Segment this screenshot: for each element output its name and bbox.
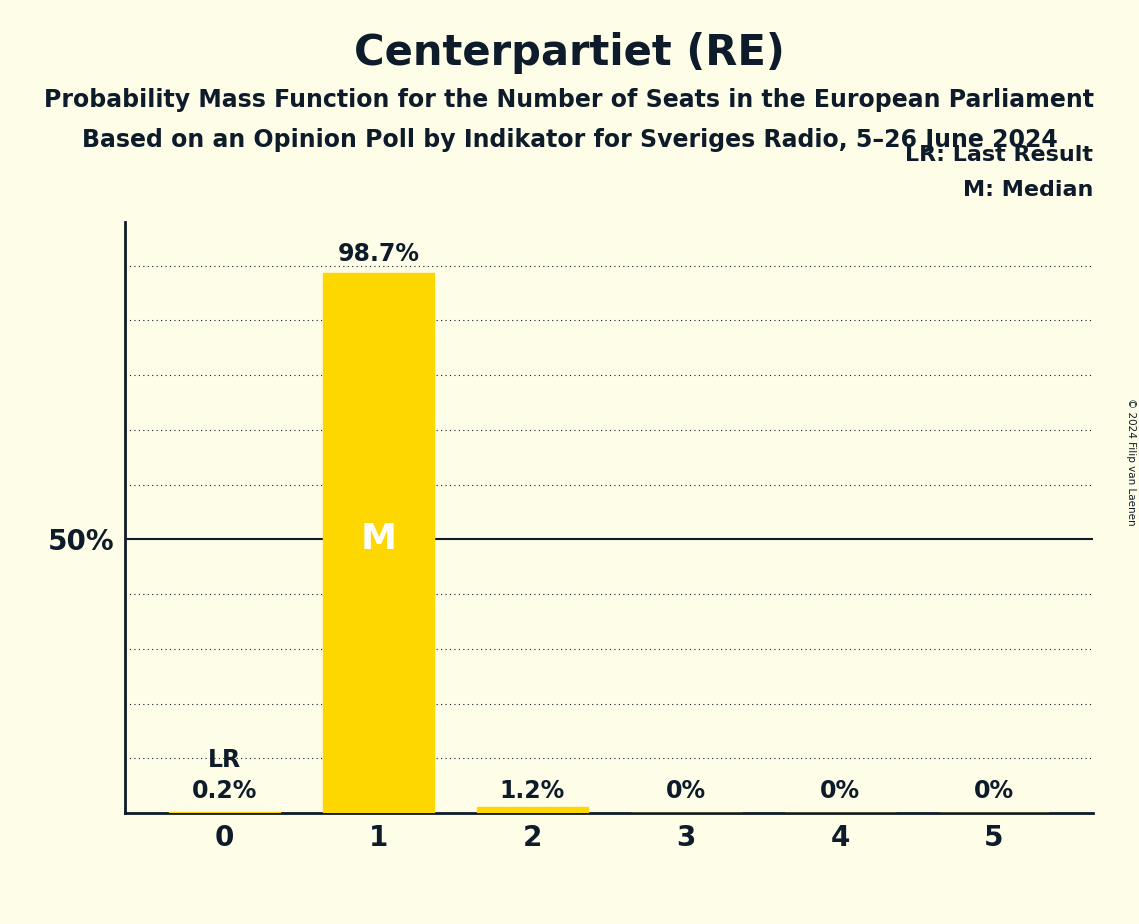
Text: 1.2%: 1.2%: [500, 779, 565, 803]
Text: M: Median: M: Median: [964, 180, 1093, 201]
Text: 0.2%: 0.2%: [192, 779, 257, 803]
Bar: [477, 807, 588, 813]
Text: 0%: 0%: [820, 779, 860, 803]
Text: Probability Mass Function for the Number of Seats in the European Parliament: Probability Mass Function for the Number…: [44, 88, 1095, 112]
Text: LR: Last Result: LR: Last Result: [906, 145, 1093, 164]
Bar: [170, 812, 280, 813]
Text: Centerpartiet (RE): Centerpartiet (RE): [354, 32, 785, 74]
Text: 0%: 0%: [666, 779, 706, 803]
Bar: [323, 273, 434, 813]
Text: M: M: [361, 522, 396, 556]
Text: Based on an Opinion Poll by Indikator for Sveriges Radio, 5–26 June 2024: Based on an Opinion Poll by Indikator fo…: [82, 128, 1057, 152]
Text: 0%: 0%: [974, 779, 1014, 803]
Text: 98.7%: 98.7%: [337, 242, 419, 266]
Text: LR: LR: [208, 748, 241, 772]
Text: © 2024 Filip van Laenen: © 2024 Filip van Laenen: [1126, 398, 1136, 526]
